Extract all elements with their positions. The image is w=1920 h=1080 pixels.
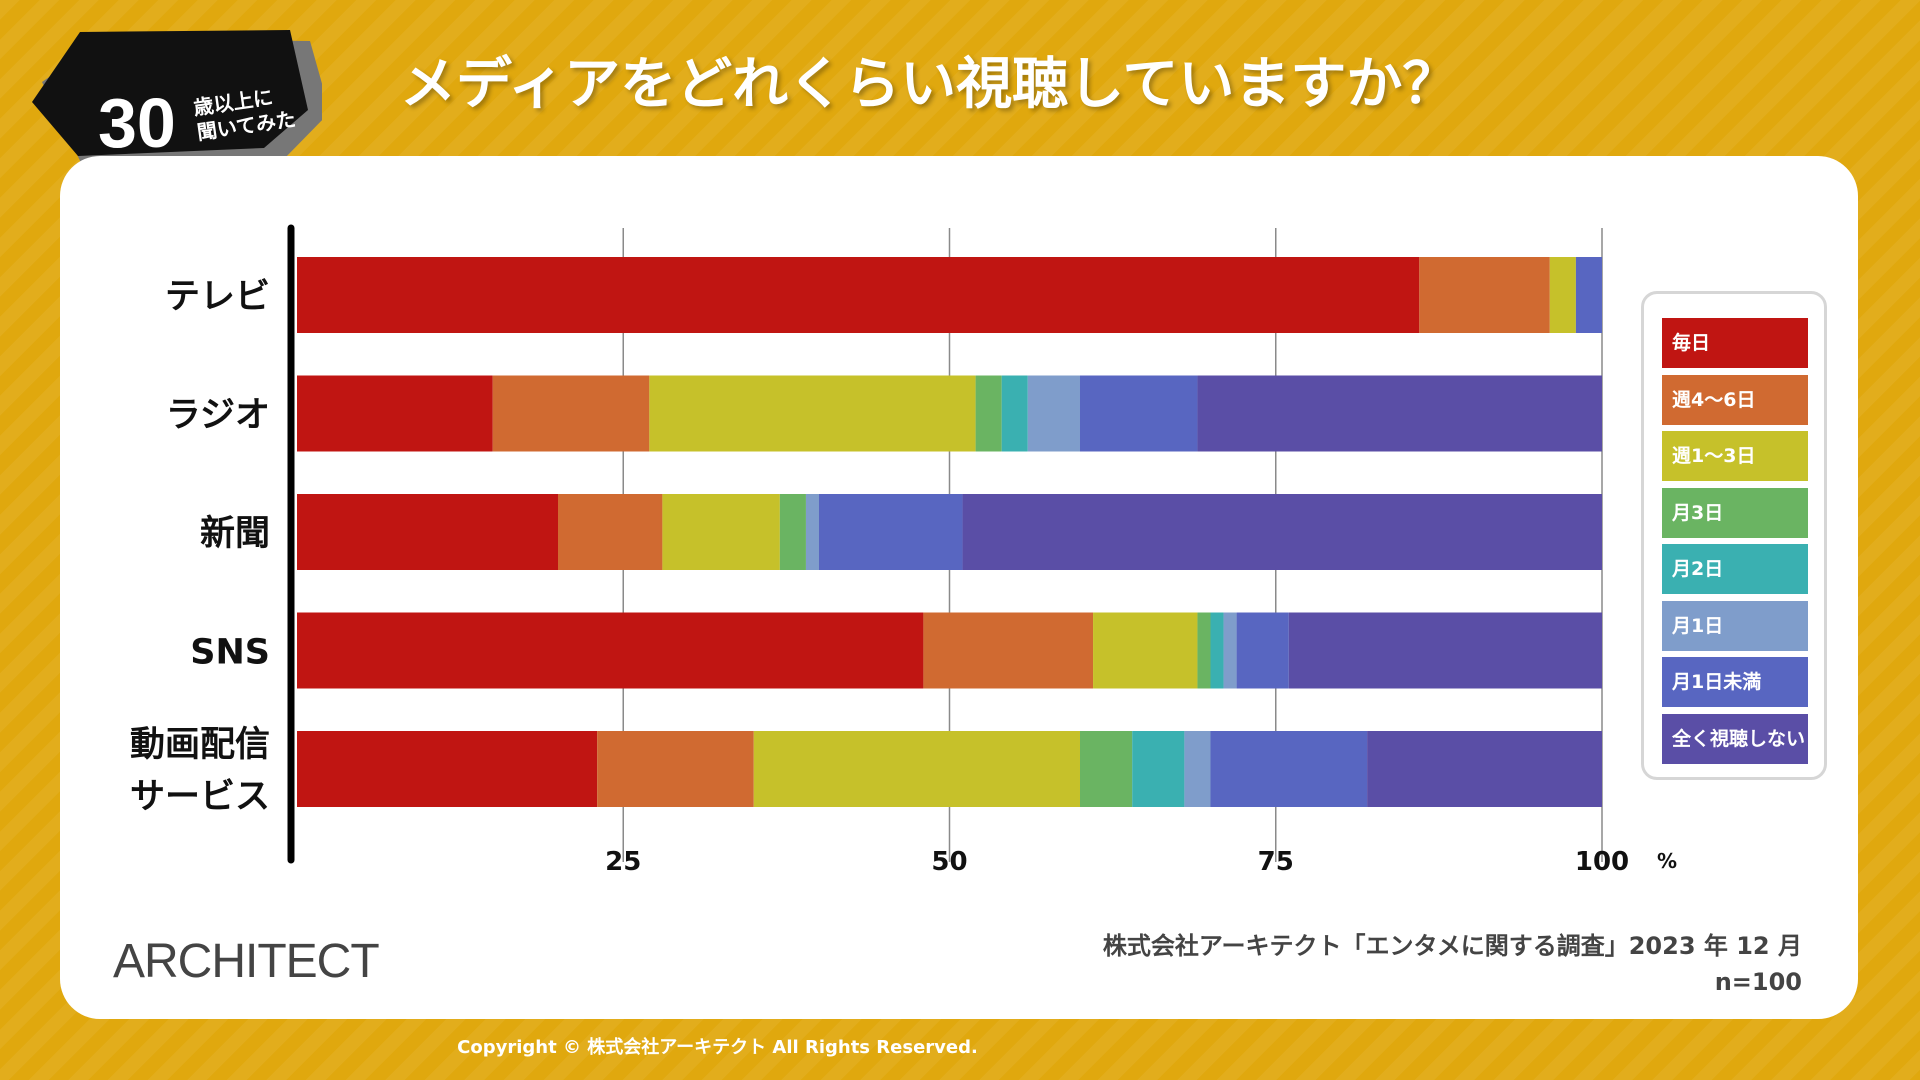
category-label: 動画配信 [130,725,270,765]
survey-badge: 30 歳以上に 聞いてみた [32,30,322,172]
category-label: ラジオ [166,396,270,436]
bar-segment [1197,612,1211,689]
legend-item: 月3日 [1662,487,1808,538]
bar-segment [297,731,598,807]
bar-segment [1210,612,1224,689]
legend-item: 全く視聴しない [1662,713,1808,764]
legend-item: 月2日 [1662,544,1808,594]
source-line: 株式会社アーキテクト「エンタメに関する調査」2023 年 12 月 [1102,932,1802,960]
legend-item: 月1日 [1662,600,1808,651]
x-tick-label: 50 [931,847,967,877]
sample-size: n=100 [1714,968,1802,996]
x-tick-label: 100 [1575,847,1629,877]
bar-segment [297,612,924,689]
bar-segment [962,494,1602,570]
bar-segment [923,612,1094,689]
category-label: サービス [130,777,270,817]
bar-segment [1549,257,1576,333]
bar-segment [1080,375,1198,452]
bar-segment [1080,731,1133,807]
bar-segment [1288,612,1602,689]
bar-segment [297,375,493,452]
category-label: 新聞 [200,514,270,554]
bar-segment [558,494,663,570]
page-title: メディアをどれくらい視聴していますか？ [400,52,1459,117]
bar-segment [1132,731,1185,807]
legend-item: 週1〜3日 [1662,431,1808,481]
bar-segment [1210,731,1368,807]
bar-segment [1093,612,1198,689]
x-tick-label: 75 [1258,847,1294,877]
badge-shape [32,30,322,169]
bar-segment [297,257,1420,333]
bar-segment [1236,612,1289,689]
bar-segment [1027,375,1080,452]
bar-segment [779,494,806,570]
chart-legend: 毎日週4〜6日週1〜3日月3日月2日月1日月1日未満全く視聴しない [1641,291,1827,780]
bar-segment [1197,375,1602,452]
bar-segment [1575,257,1602,333]
bar-segment [597,731,754,807]
bar-segment [753,731,1080,807]
bar-segment [649,375,976,452]
x-axis-unit: % [1657,849,1677,873]
bar-segment [975,375,1002,452]
bar-segment [1223,612,1237,689]
bar-segment [1419,257,1550,333]
architect-logo: ARCHITECT [113,935,380,988]
legend-item: 月1日未満 [1662,657,1808,707]
copyright: Copyright © 株式会社アーキテクト All Rights Reserv… [457,1037,978,1058]
legend-item: 毎日 [1662,318,1808,368]
bar-segment [297,494,558,570]
legend-item: 週4〜6日 [1662,374,1808,425]
bar-segment [1367,731,1602,807]
bar-segment [1001,375,1028,452]
bar-segment [1184,731,1211,807]
category-label: SNS [190,633,270,673]
bar-segment [662,494,780,570]
x-tick-label: 25 [605,847,641,877]
bar-segment [805,494,819,570]
source-note: 株式会社アーキテクト「エンタメに関する調査」2023 年 12 月 n=100 [1103,928,1802,1000]
bar-segment [819,494,963,570]
category-label: テレビ [165,277,270,317]
bar-segment [492,375,650,452]
badge-age-number: 30 [98,84,176,162]
